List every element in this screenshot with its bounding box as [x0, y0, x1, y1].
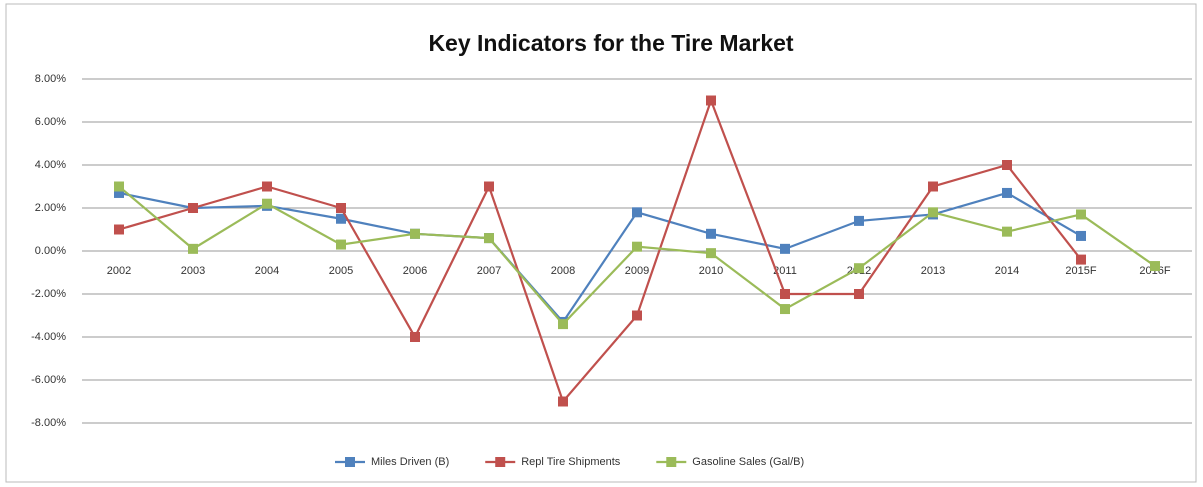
y-tick-label: -4.00%	[31, 331, 66, 343]
data-point	[484, 233, 494, 244]
y-tick-label: 8.00%	[35, 73, 66, 85]
x-tick-label: 2006	[403, 265, 427, 277]
y-tick-label: -2.00%	[31, 288, 66, 300]
legend-label: Miles Driven (B)	[371, 456, 449, 468]
y-tick-label: -6.00%	[31, 374, 66, 386]
x-tick-label: 2013	[921, 265, 945, 277]
data-point	[114, 187, 124, 198]
y-tick-label: 2.00%	[35, 202, 66, 214]
data-point	[410, 228, 420, 239]
data-point	[706, 248, 716, 259]
data-point	[780, 304, 790, 315]
y-tick-label: 6.00%	[35, 116, 66, 128]
data-point	[706, 228, 716, 239]
data-point	[854, 263, 864, 274]
x-tick-label: 2014	[995, 265, 1019, 277]
series-line	[118, 191, 1082, 324]
data-point	[1076, 209, 1086, 220]
y-tick-label: -8.00%	[31, 417, 66, 429]
x-tick-label: 2003	[181, 265, 205, 277]
data-point	[558, 319, 568, 330]
x-tick-label: 2002	[107, 265, 131, 277]
chart-title: Key Indicators for the Tire Market	[428, 30, 793, 56]
data-point	[114, 224, 124, 235]
data-point	[632, 207, 642, 218]
legend-marker	[666, 457, 677, 467]
y-tick-label: 4.00%	[35, 159, 66, 171]
data-point	[1002, 160, 1012, 170]
x-tick-label: 2011	[773, 265, 797, 277]
y-tick-label: 0.00%	[35, 245, 66, 257]
legend-label: Gasoline Sales (Gal/B)	[692, 456, 804, 468]
data-point	[780, 289, 790, 299]
data-point	[1002, 187, 1012, 198]
data-point	[262, 198, 272, 209]
x-tick-label: 2004	[255, 265, 279, 277]
data-point	[1076, 254, 1086, 265]
data-point	[262, 181, 272, 192]
data-point	[780, 243, 790, 254]
x-tick-label: 2007	[477, 265, 501, 277]
x-tick-label: 2005	[329, 265, 353, 277]
data-point	[336, 239, 346, 250]
series-line	[118, 97, 1082, 404]
legend-marker	[495, 457, 506, 467]
data-point	[928, 207, 938, 218]
data-point	[484, 181, 494, 192]
x-tick-label: 2009	[625, 265, 649, 277]
legend-marker	[345, 457, 355, 467]
data-point	[632, 241, 642, 252]
x-tick-label: 2010	[699, 265, 723, 277]
data-point	[336, 213, 346, 224]
data-point	[928, 181, 938, 192]
data-point	[114, 181, 124, 192]
x-tick-label: 2008	[551, 265, 575, 277]
data-point	[188, 243, 198, 254]
x-tick-label: 2015F	[1065, 265, 1096, 277]
data-point	[336, 203, 346, 213]
legend-label: Repl Tire Shipments	[521, 456, 621, 468]
data-point	[706, 95, 716, 106]
data-point	[1076, 230, 1086, 241]
data-point	[854, 215, 864, 226]
data-point	[1150, 261, 1160, 272]
data-point	[632, 310, 642, 321]
data-point	[188, 203, 198, 213]
data-point	[558, 396, 568, 407]
data-point	[410, 332, 420, 342]
data-point	[854, 289, 864, 299]
data-point	[1002, 226, 1012, 237]
